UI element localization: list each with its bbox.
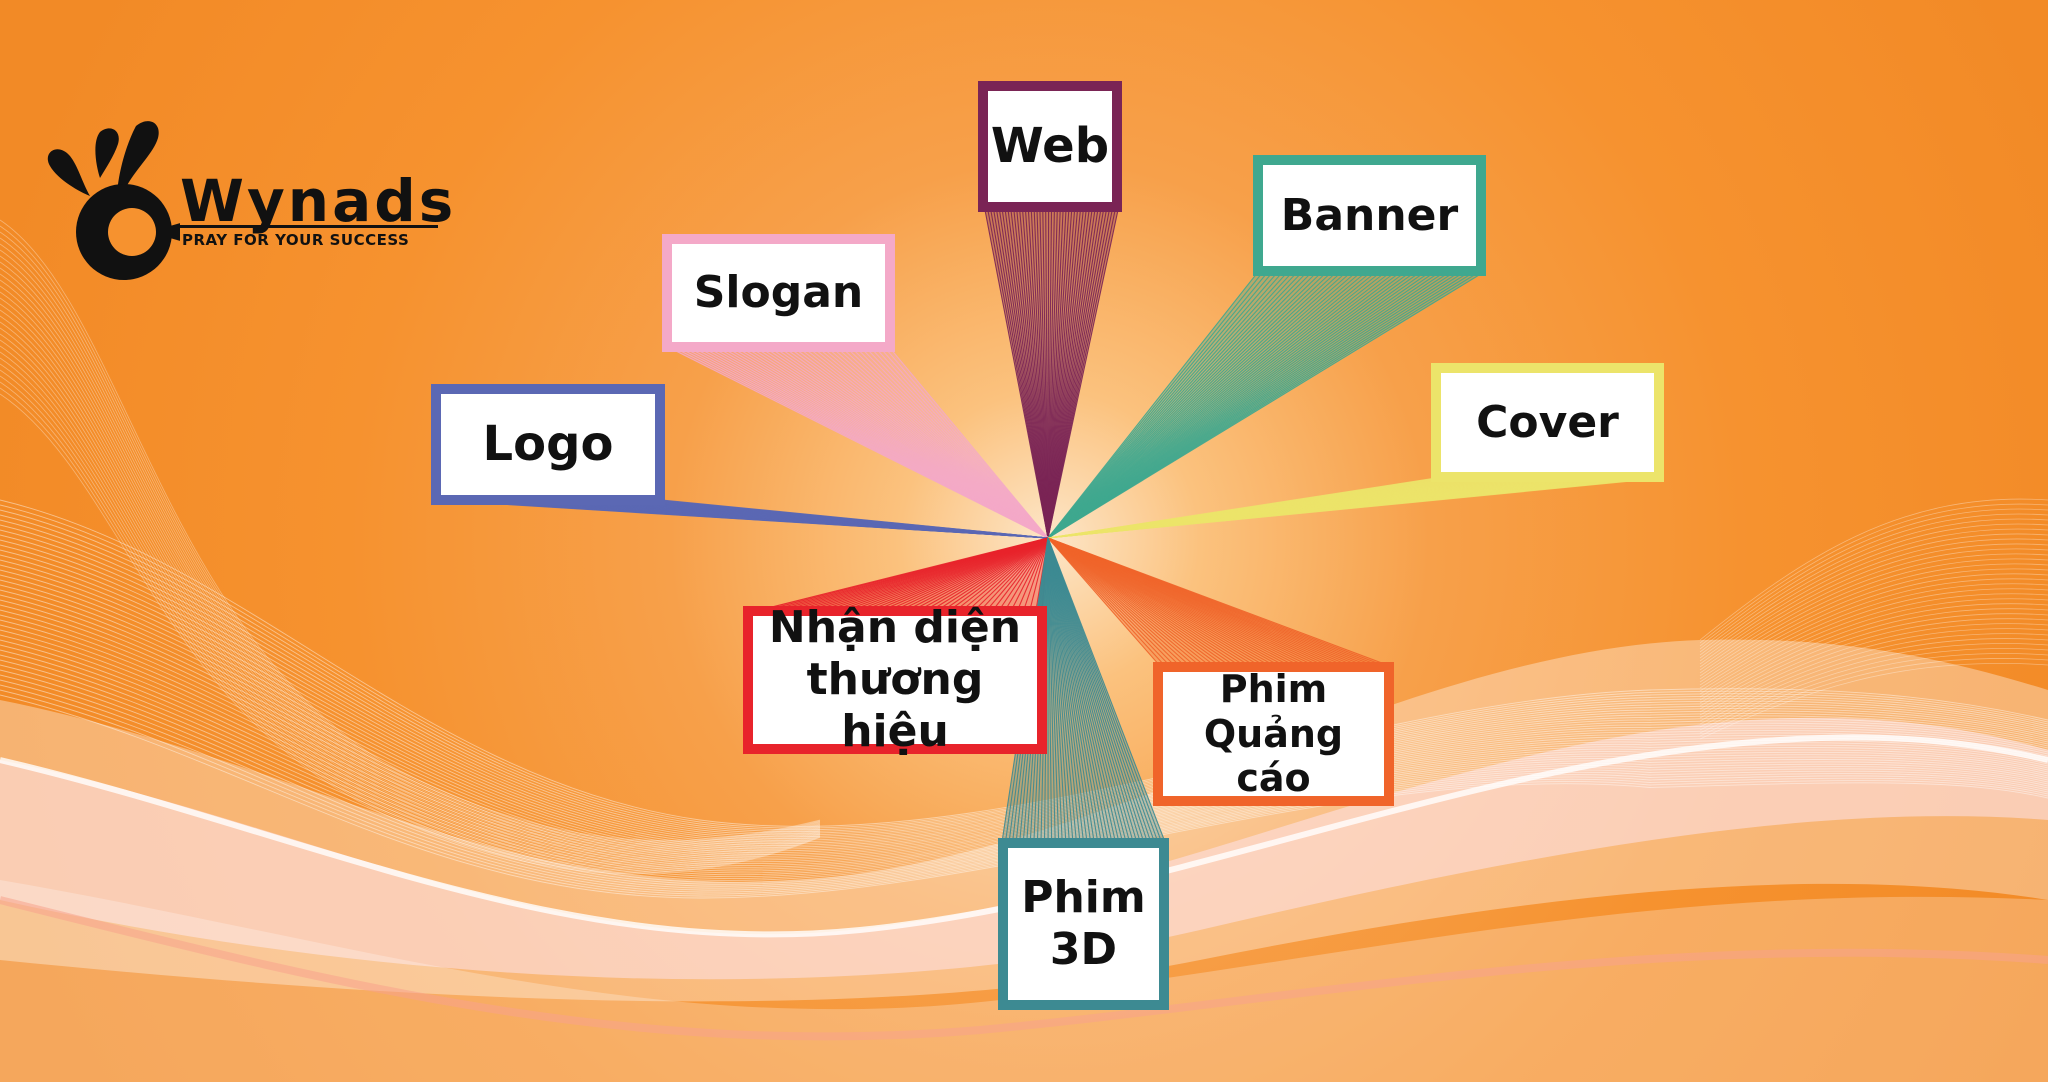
ok-hand-icon bbox=[47, 121, 180, 280]
ray-fan-web bbox=[984, 209, 1119, 539]
node-phim-3d-line-2: 3D bbox=[1049, 924, 1118, 975]
node-cover: Cover bbox=[1431, 363, 1664, 482]
ray-fan-cover bbox=[1047, 477, 1663, 539]
ray-fan-phim-quang-cao bbox=[1047, 537, 1391, 667]
brand-logo: Wynads PRAY FOR YOUR SUCCESS bbox=[40, 112, 453, 292]
wave-ribbon-pink bbox=[0, 717, 2048, 980]
node-phim-quang-cao-line-1: Phim bbox=[1219, 666, 1328, 711]
node-nhan-dien-line-2: thương hiệu bbox=[806, 654, 984, 757]
node-web: Web bbox=[978, 81, 1122, 212]
ray-fan-slogan bbox=[669, 347, 1049, 539]
node-banner: Banner bbox=[1253, 155, 1486, 276]
node-phim-quang-cao: Phim Quảng cáo bbox=[1153, 662, 1394, 806]
node-phim-3d-line-1: Phim bbox=[1021, 872, 1146, 924]
brand-name: Wynads bbox=[180, 167, 457, 235]
node-nhan-dien-thuong-hieu: Nhận diện thương hiệu bbox=[743, 602, 1047, 757]
ray-fan-nhan-dien bbox=[751, 537, 1049, 613]
wave-accent bbox=[0, 896, 2048, 1041]
node-logo-label: Logo bbox=[482, 416, 614, 473]
node-web-label: Web bbox=[990, 118, 1110, 175]
ray-fan-logo bbox=[434, 499, 1049, 539]
wave-ribbon-bottom bbox=[0, 880, 2048, 1082]
ray-fan-banner bbox=[1047, 271, 1485, 539]
node-cover-label: Cover bbox=[1476, 396, 1619, 448]
node-slogan-label: Slogan bbox=[693, 267, 864, 319]
node-phim-quang-cao-line-2: Quảng cáo bbox=[1203, 711, 1344, 801]
node-phim-3d: Phim 3D bbox=[998, 838, 1169, 1010]
brand-tagline: PRAY FOR YOUR SUCCESS bbox=[182, 231, 410, 249]
node-slogan: Slogan bbox=[662, 234, 895, 352]
node-nhan-dien-line-1: Nhận diện bbox=[768, 602, 1022, 654]
brand-divider bbox=[180, 225, 438, 228]
node-logo: Logo bbox=[431, 384, 665, 505]
node-banner-label: Banner bbox=[1280, 189, 1459, 241]
